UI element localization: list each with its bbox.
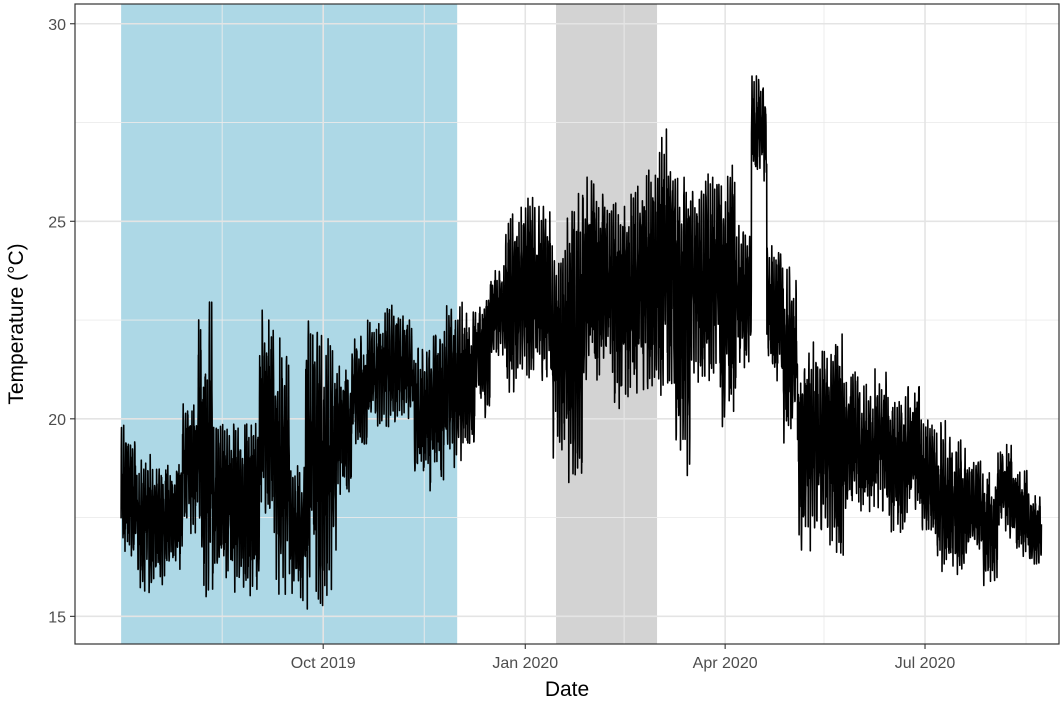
- y-tick-label-2: 20: [48, 412, 66, 429]
- x-tick-label-1: Oct 2019: [291, 655, 356, 672]
- temperature-line-1: [120, 75, 1043, 610]
- temperature-series: [120, 75, 1043, 610]
- axis-ticks: [70, 23, 926, 649]
- x-tick-label-2: Jan 2020: [492, 655, 558, 672]
- panel-border: [74, 3, 1060, 645]
- y-tick-label-3: 25: [48, 214, 66, 231]
- x-tick-label-4: Jul 2020: [895, 655, 956, 672]
- axis-tick-labels: Oct 2019 Jan 2020 Apr 2020 Jul 2020 15 20 25 30: [48, 17, 955, 672]
- y-tick-label-4: 30: [48, 17, 66, 34]
- x-axis-title: Date: [545, 678, 589, 701]
- y-axis-title: Temperature (°C): [5, 243, 28, 404]
- x-tick-label-3: Apr 2020: [693, 655, 758, 672]
- y-tick-label-1: 15: [48, 609, 66, 626]
